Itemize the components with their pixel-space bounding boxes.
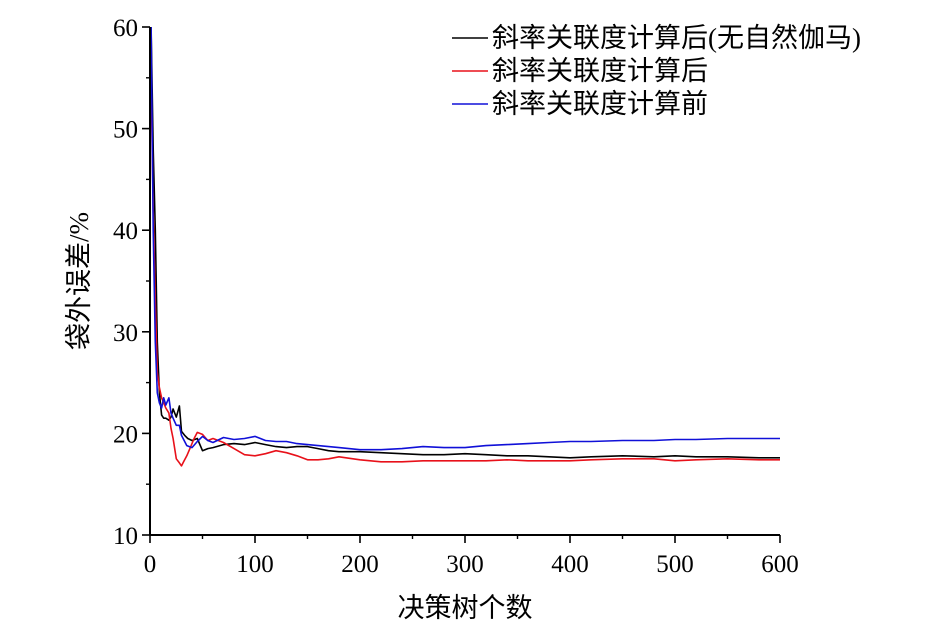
tick-labels: 0 100 200 300 400 500 600 10 20 30 40 50 60 <box>113 15 799 578</box>
legend-label-1: 斜率关联度计算后 <box>492 56 708 86</box>
x-axis-title: 决策树个数 <box>398 593 533 623</box>
y-axis-title: 袋外误差/% <box>64 212 94 350</box>
legend-label-2: 斜率关联度计算前 <box>492 89 708 119</box>
y-tick-label: 60 <box>113 15 138 42</box>
series-line-1 <box>150 77 780 467</box>
x-tick-label: 100 <box>236 551 274 578</box>
x-tick-label: 500 <box>656 551 694 578</box>
legend: 斜率关联度计算后(无自然伽马) 斜率关联度计算后 斜率关联度计算前 <box>452 23 861 119</box>
x-tick-label: 0 <box>144 551 157 578</box>
y-tick-label: 20 <box>113 421 138 448</box>
legend-label-0: 斜率关联度计算后(无自然伽马) <box>492 23 861 53</box>
y-tick-label: 50 <box>113 117 138 144</box>
y-tick-label: 10 <box>113 523 138 550</box>
series-layer <box>150 26 780 467</box>
x-tick-label: 300 <box>446 551 484 578</box>
x-tick-label: 600 <box>761 551 799 578</box>
x-tick-label: 400 <box>551 551 589 578</box>
axes <box>142 26 781 543</box>
series-line-2 <box>150 26 780 451</box>
y-tick-label: 40 <box>113 218 138 245</box>
x-tick-label: 200 <box>341 551 379 578</box>
y-tick-label: 30 <box>113 320 138 347</box>
